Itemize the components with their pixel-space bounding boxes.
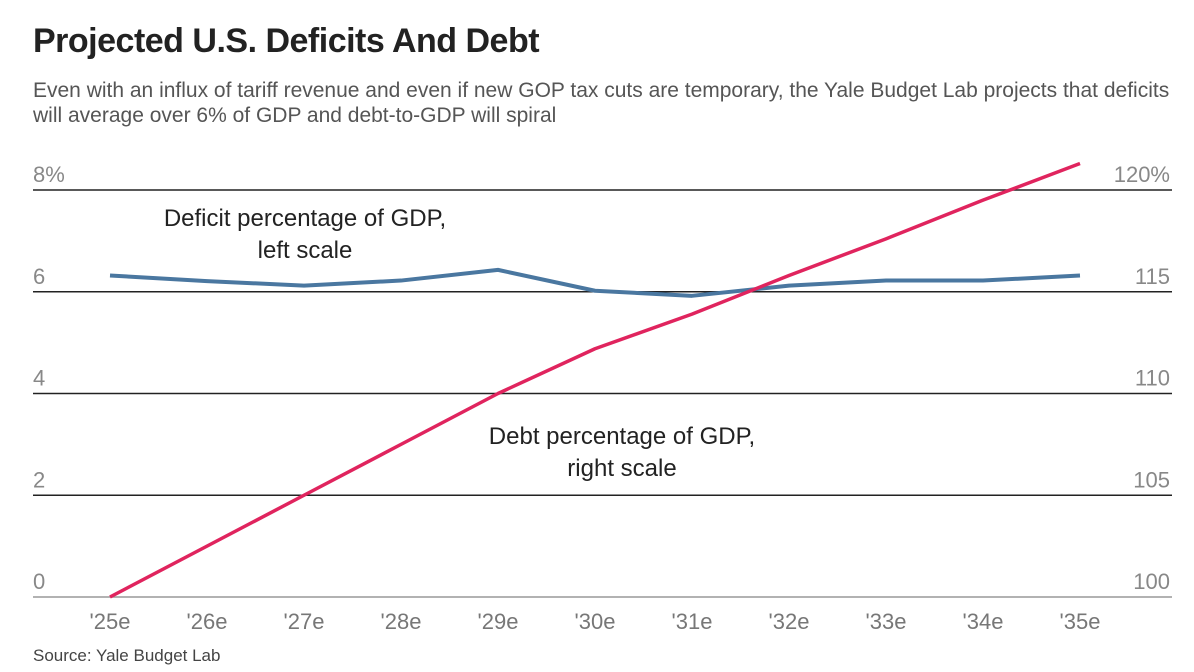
x-tick-label: '35e (1060, 609, 1101, 634)
x-tick-label: '25e (90, 609, 131, 634)
x-tick-label: '27e (284, 609, 325, 634)
x-tick-label: '29e (478, 609, 519, 634)
x-tick-label: '30e (575, 609, 616, 634)
deficit-annotation: Deficit percentage of GDP, (164, 205, 446, 232)
left-tick-label: 8% (33, 162, 65, 187)
chart-subtitle: Even with an influx of tariff revenue an… (33, 79, 1170, 127)
right-tick-label: 120% (1114, 162, 1170, 187)
x-tick-label: '28e (381, 609, 422, 634)
left-tick-label: 4 (33, 366, 45, 391)
right-tick-label: 110 (1135, 366, 1170, 391)
right-tick-label: 105 (1133, 467, 1170, 492)
x-tick-label: '26e (187, 609, 228, 634)
x-tick-label: '34e (963, 609, 1004, 634)
left-tick-label: 2 (33, 467, 45, 492)
source-note: Source: Yale Budget Lab (33, 646, 221, 665)
left-tick-label: 0 (33, 569, 45, 594)
x-tick-label: '32e (769, 609, 810, 634)
chart-title: Projected U.S. Deficits And Debt (33, 22, 540, 60)
x-tick-label: '31e (672, 609, 713, 634)
debt-line (109, 161, 1081, 599)
debt-annotation: right scale (567, 455, 676, 482)
deficit-annotation: left scale (258, 237, 353, 264)
debt-annotation: Debt percentage of GDP, (489, 423, 755, 450)
left-tick-label: 6 (33, 264, 45, 289)
right-tick-label: 115 (1135, 264, 1170, 289)
right-tick-label: 100 (1133, 569, 1170, 594)
deficit-line (109, 267, 1081, 298)
x-tick-label: '33e (866, 609, 907, 634)
